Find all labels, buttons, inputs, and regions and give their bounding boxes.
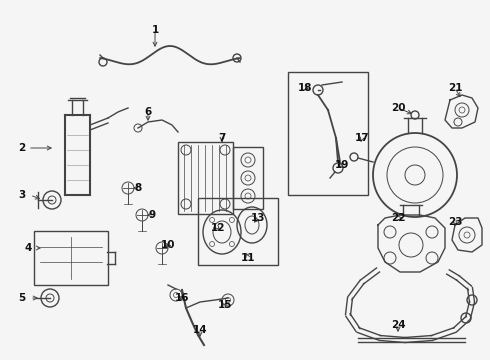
Text: 24: 24 [391, 320, 405, 330]
Text: 22: 22 [391, 213, 405, 223]
Text: 13: 13 [251, 213, 265, 223]
Text: 9: 9 [148, 210, 155, 220]
Bar [288, 72, 368, 195]
Text: 10: 10 [161, 240, 175, 250]
Text: 2: 2 [19, 143, 25, 153]
Bar [178, 142, 233, 214]
Text: 15: 15 [218, 300, 232, 310]
Bar [198, 198, 278, 265]
Text: 3: 3 [19, 190, 25, 200]
Text: 1: 1 [151, 25, 159, 35]
Text: 21: 21 [448, 83, 462, 93]
Text: 18: 18 [298, 83, 312, 93]
Text: 23: 23 [448, 217, 462, 227]
Bar [233, 147, 263, 209]
Text: 5: 5 [19, 293, 25, 303]
Text: 20: 20 [391, 103, 405, 113]
Text: 12: 12 [211, 223, 225, 233]
Text: 14: 14 [193, 325, 207, 335]
Text: 7: 7 [219, 133, 226, 143]
Text: 16: 16 [175, 293, 189, 303]
Text: 8: 8 [134, 183, 142, 193]
Text: 19: 19 [335, 160, 349, 170]
Text: 6: 6 [145, 107, 151, 117]
Text: 11: 11 [241, 253, 255, 263]
Text: 17: 17 [355, 133, 369, 143]
Text: 4: 4 [24, 243, 32, 253]
